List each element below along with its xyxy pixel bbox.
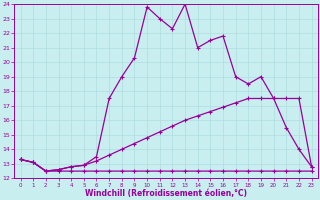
X-axis label: Windchill (Refroidissement éolien,°C): Windchill (Refroidissement éolien,°C) — [85, 189, 247, 198]
